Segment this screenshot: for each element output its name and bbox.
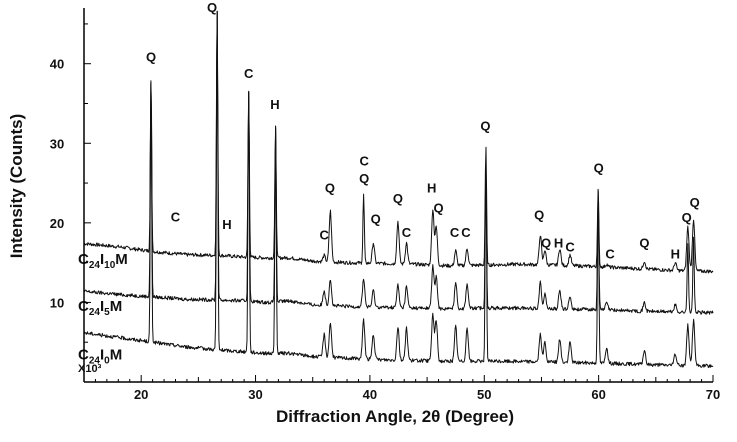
x-axis-title: Diffraction Angle, 2θ (Degree) bbox=[276, 407, 514, 426]
peak-label: Q bbox=[359, 171, 369, 186]
peak-label: Q bbox=[433, 201, 443, 216]
peak-label: Q bbox=[325, 181, 335, 196]
x-tick-label: 40 bbox=[363, 387, 377, 402]
series-layer bbox=[83, 10, 714, 369]
peak-label: C bbox=[359, 154, 369, 169]
y-tick-label: 10 bbox=[50, 295, 64, 310]
peak-label: Q bbox=[480, 119, 490, 134]
series-label-C24I10M: C24I10M bbox=[78, 251, 128, 271]
peak-label: Q bbox=[207, 0, 217, 15]
x-tick-label: 30 bbox=[248, 387, 262, 402]
x-tick-label: 60 bbox=[591, 387, 605, 402]
peak-label: Q bbox=[534, 208, 544, 223]
peak-label: Q bbox=[393, 191, 403, 206]
x-axis-ticks: 20 30 40 50 60 70 bbox=[83, 375, 720, 402]
series-line-C24I5M bbox=[83, 10, 714, 315]
x-tick-label: 20 bbox=[134, 387, 148, 402]
y-tick-label: 20 bbox=[50, 216, 64, 231]
peak-label: Q bbox=[146, 49, 156, 64]
peak-label: Q bbox=[371, 212, 381, 227]
peak-label: Q bbox=[541, 236, 551, 251]
peak-label: H bbox=[554, 236, 563, 251]
peak-label: C bbox=[450, 225, 460, 240]
y-axis-title: Intensity (Counts) bbox=[7, 114, 26, 259]
peak-label: Q bbox=[639, 236, 649, 251]
peak-label: Q bbox=[594, 161, 604, 176]
peak-label: C bbox=[244, 66, 254, 81]
peak-label: H bbox=[427, 181, 436, 196]
peak-label: H bbox=[671, 247, 680, 262]
y-tick-label: 30 bbox=[50, 136, 64, 151]
peak-label: H bbox=[270, 97, 279, 112]
peak-label: C bbox=[565, 239, 575, 254]
peak-label: C bbox=[402, 225, 412, 240]
peak-label: Q bbox=[682, 210, 692, 225]
series-line-C24I10M bbox=[83, 10, 714, 274]
x-tick-label: 50 bbox=[477, 387, 491, 402]
series-line-C24I0M bbox=[83, 10, 714, 369]
peak-label: C bbox=[461, 225, 471, 240]
peak-label: C bbox=[319, 228, 329, 243]
peak-label: Q bbox=[690, 195, 700, 210]
y-axis-ticks: 10 20 30 40 bbox=[50, 23, 91, 383]
peak-label: C bbox=[171, 209, 181, 224]
peak-label: C bbox=[605, 247, 615, 262]
y-tick-label: 40 bbox=[50, 57, 64, 72]
peak-label: H bbox=[222, 217, 231, 232]
y-multiplier-label: X10³ bbox=[78, 363, 102, 375]
x-tick-label: 70 bbox=[706, 387, 720, 402]
